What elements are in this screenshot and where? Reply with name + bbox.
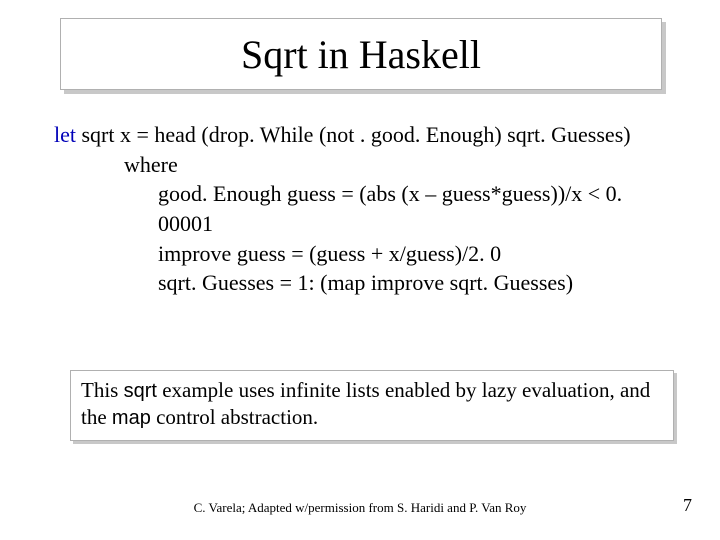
note-code-sqrt: sqrt [124, 380, 157, 402]
code-line-3: good. Enough guess = (abs (x – guess*gue… [88, 181, 628, 236]
slide-title: Sqrt in Haskell [241, 31, 481, 78]
code-line-4: improve guess = (guess + x/guess)/2. 0 [54, 239, 674, 269]
code-line-1-rest: sqrt x = head (drop. While (not . good. … [76, 122, 631, 147]
keyword-let: let [54, 122, 76, 147]
code-line-1: let sqrt x = head (drop. While (not . go… [54, 120, 674, 150]
note-code-map: map [112, 407, 151, 429]
note-text-1: This [81, 378, 124, 402]
code-line-3-wrap: good. Enough guess = (abs (x – guess*gue… [54, 179, 674, 238]
code-line-2: where [54, 150, 674, 180]
title-container: Sqrt in Haskell [60, 18, 662, 90]
footer-credit: C. Varela; Adapted w/permission from S. … [0, 500, 720, 516]
note-box: This sqrt example uses infinite lists en… [70, 370, 674, 441]
code-block: let sqrt x = head (drop. While (not . go… [54, 120, 674, 298]
page-number: 7 [683, 495, 692, 516]
note-text-3: control abstraction. [151, 405, 318, 429]
slide: Sqrt in Haskell let sqrt x = head (drop.… [0, 0, 720, 540]
code-line-5: sqrt. Guesses = 1: (map improve sqrt. Gu… [54, 268, 674, 298]
